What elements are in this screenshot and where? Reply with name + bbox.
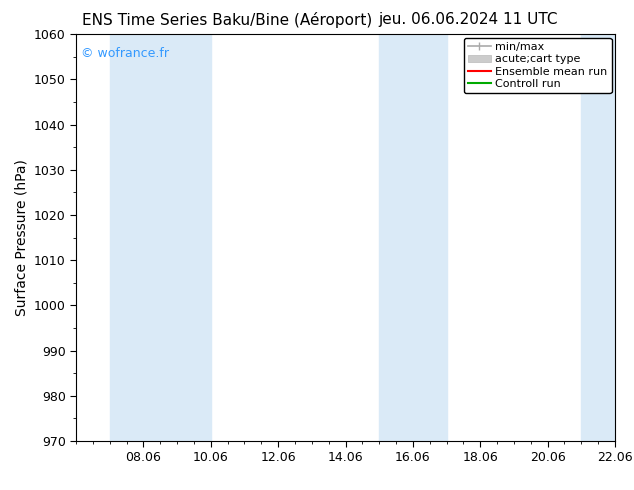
Text: ENS Time Series Baku/Bine (Aéroport): ENS Time Series Baku/Bine (Aéroport) — [82, 12, 373, 28]
Bar — [581, 34, 617, 441]
Text: jeu. 06.06.2024 11 UTC: jeu. 06.06.2024 11 UTC — [378, 12, 558, 27]
Bar — [177, 34, 210, 441]
Legend: min/max, acute;cart type, Ensemble mean run, Controll run: min/max, acute;cart type, Ensemble mean … — [464, 38, 612, 93]
Bar — [110, 34, 177, 441]
Y-axis label: Surface Pressure (hPa): Surface Pressure (hPa) — [14, 159, 29, 316]
Text: © wofrance.fr: © wofrance.fr — [81, 47, 169, 59]
Bar — [379, 34, 446, 441]
